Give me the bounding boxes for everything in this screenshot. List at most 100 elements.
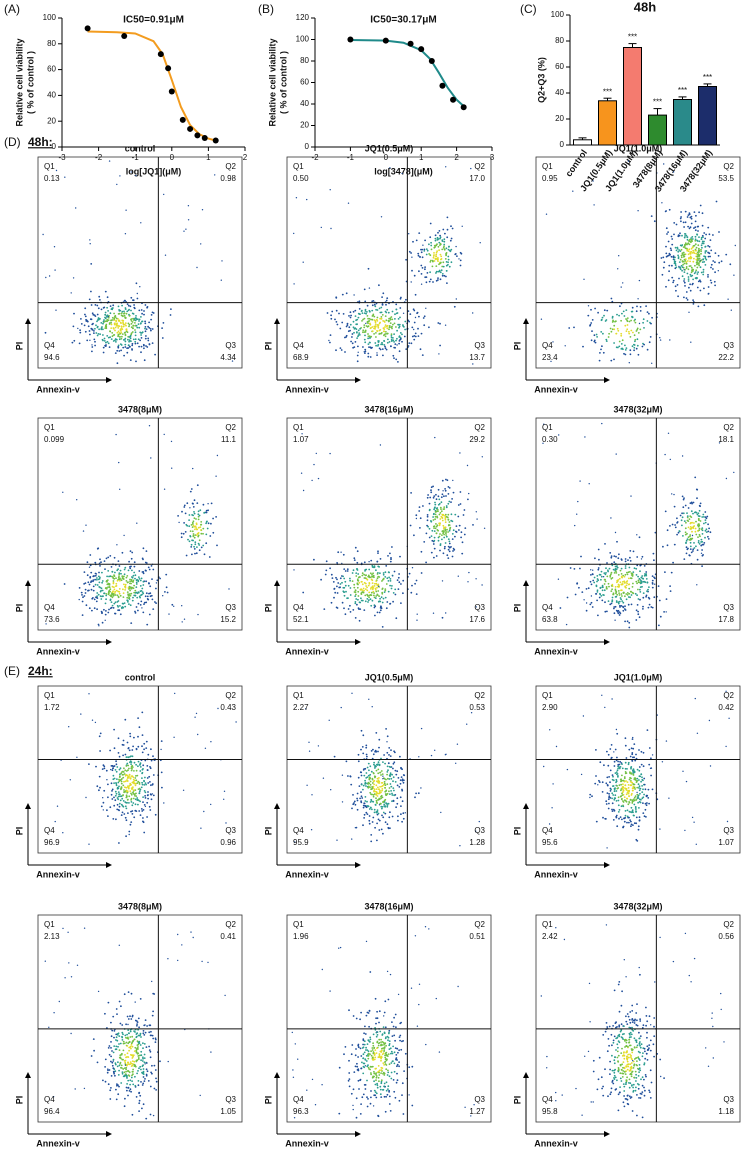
event-dot [685,262,688,265]
event-dot [417,792,420,795]
scatter-cloud [293,166,481,365]
event-dot [434,513,437,516]
event-dot [684,531,687,534]
event-dot [114,594,117,596]
event-dot [134,342,137,345]
event-dot [138,578,141,580]
event-dot [615,592,617,595]
event-dot [340,706,342,709]
event-dot [131,766,134,768]
event-dot [601,599,604,602]
event-dot [392,600,394,603]
event-dot [138,309,141,312]
event-dot [659,339,662,341]
event-dot [392,592,395,594]
event-dot [76,499,78,501]
event-dot [383,591,386,593]
event-dot [116,349,119,352]
event-dot [376,352,378,354]
event-dot [604,320,607,322]
event-dot [366,766,369,769]
event-dot [367,774,370,777]
event-dot [432,612,435,614]
event-dot [640,780,642,783]
event-dot [105,594,108,597]
event-dot [375,769,378,772]
event-dot [398,336,401,338]
event-dot [374,582,376,585]
event-dot [459,845,461,847]
event-dot [134,324,137,327]
event-dot [85,796,87,799]
data-point [201,134,208,141]
event-dot [638,775,641,778]
event-dot [438,513,441,516]
event-dot [142,1057,144,1060]
x-tick-label: -1 [132,153,140,162]
event-dot [396,784,399,787]
event-dot [645,305,647,307]
event-dot [102,801,105,804]
event-dot [697,244,700,247]
event-dot [476,518,478,520]
event-dot [139,998,142,1000]
event-dot [366,578,369,581]
panel-label: (A) [4,2,20,16]
event-dot [106,340,109,343]
event-dot [631,799,634,802]
x-tick-label: -1 [347,153,355,162]
quadrant-name: Q2 [723,423,734,432]
event-dot [373,592,375,594]
event-dot [105,610,107,612]
event-dot [130,763,133,765]
event-dot [353,327,356,330]
event-dot [685,261,688,264]
event-dot [441,493,444,496]
event-dot [613,765,616,767]
event-dot [440,269,443,272]
event-dot [381,348,384,350]
event-dot [446,516,449,519]
event-dot [692,282,694,285]
event-dot [145,569,147,572]
event-dot [696,530,699,532]
event-dot [393,357,395,359]
event-dot [339,583,342,585]
event-dot [108,589,111,592]
event-dot [704,521,707,524]
event-dot [159,1060,161,1063]
event-dot [152,1010,155,1013]
event-dot [420,787,422,789]
event-dot [635,330,638,332]
event-dot [103,560,106,562]
event-dot [443,243,446,246]
event-dot [143,347,145,350]
event-dot [138,595,141,598]
event-dot [673,262,676,265]
event-dot [141,734,144,736]
event-dot [576,582,579,585]
event-dot [399,297,402,300]
event-dot [96,597,99,599]
event-dot [695,520,697,523]
event-dot [394,593,397,596]
quadrant-name: Q2 [474,162,485,171]
event-dot [103,337,106,340]
event-dot [624,605,626,608]
event-dot [416,613,418,615]
event-dot [355,568,358,570]
event-dot [117,327,120,329]
event-dot [123,314,126,317]
event-dot [196,528,199,531]
event-dot [624,344,626,347]
event-dot [380,306,383,309]
event-dot [134,594,137,597]
panel-title: 3478(8μM) [118,404,162,414]
quadrant-value: 96.9 [44,838,60,847]
event-dot [610,571,613,574]
event-dot [357,573,360,575]
event-dot [445,270,448,272]
event-dot [442,508,445,510]
event-dot [121,551,124,554]
event-dot [146,816,149,818]
